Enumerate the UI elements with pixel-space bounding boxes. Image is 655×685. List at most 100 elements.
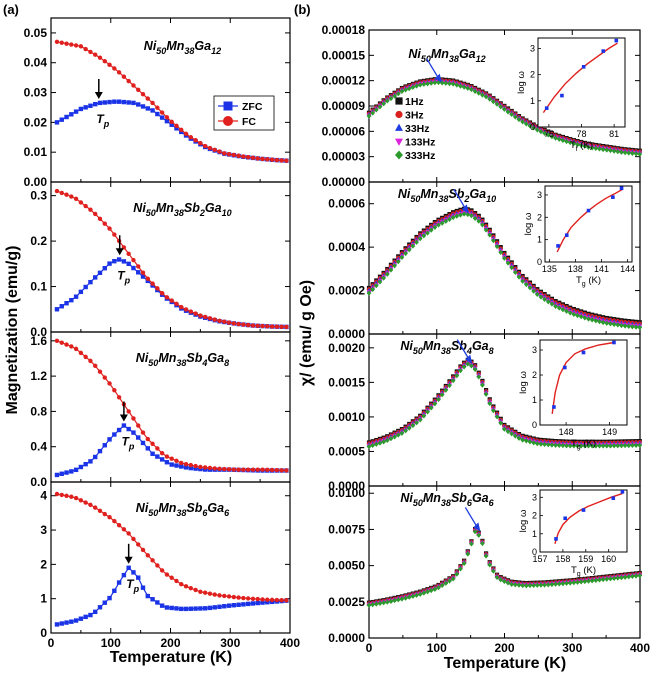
legend-marker-133Hz bbox=[395, 138, 403, 146]
a3-zfc-point bbox=[88, 459, 93, 464]
b2-333Hz-point bbox=[608, 321, 613, 327]
b4-333Hz-point bbox=[414, 592, 419, 598]
b2-inset-xtick-label: 138 bbox=[568, 264, 583, 274]
a4-fc-point bbox=[169, 575, 174, 580]
a3-fc-point bbox=[274, 467, 280, 473]
a3-ytick-label: 1.2 bbox=[30, 369, 47, 383]
b2-inset-point bbox=[556, 244, 560, 248]
b4-333Hz-point bbox=[458, 566, 463, 572]
b4-333Hz-point bbox=[633, 573, 639, 579]
a1-zfc-point bbox=[121, 99, 127, 105]
a1-fc-point bbox=[69, 42, 74, 47]
a3-fc-point bbox=[241, 467, 246, 472]
legend-label-fc: FC bbox=[242, 116, 256, 128]
b2-333Hz-point bbox=[549, 301, 555, 307]
a2-ytick-label: 0.1 bbox=[30, 280, 47, 294]
b3-inset-point bbox=[562, 365, 567, 370]
a4-fc-point bbox=[255, 596, 260, 602]
a3-zfc-point bbox=[150, 451, 155, 456]
b4-333Hz-point bbox=[421, 590, 427, 596]
a3-zfc-point bbox=[121, 423, 127, 428]
b2-333Hz-point bbox=[524, 281, 529, 288]
a4-zfc-point bbox=[150, 597, 155, 602]
b1-333Hz-point bbox=[381, 101, 386, 107]
b2-333Hz-point bbox=[553, 303, 558, 309]
a4-fc-point bbox=[155, 563, 160, 568]
b2-333Hz-point bbox=[483, 227, 489, 233]
b2-333Hz-point bbox=[443, 218, 449, 224]
a4-zfc-point bbox=[69, 619, 74, 624]
b2-333Hz-point bbox=[469, 212, 474, 219]
b1-333Hz-point bbox=[567, 139, 573, 146]
a3-zfc-point bbox=[179, 464, 184, 469]
a2-fc-point bbox=[183, 307, 189, 312]
a1-fc-point bbox=[274, 157, 280, 163]
b2-333Hz-point bbox=[366, 290, 372, 296]
a3-zfc-point bbox=[78, 464, 84, 470]
b4-333Hz-point bbox=[567, 580, 573, 586]
a3-title: Ni50​Mn38​Sb4​Ga8​ bbox=[136, 351, 229, 368]
a2-zfc-point bbox=[88, 279, 93, 285]
b1-inset-ytick-label: 3 bbox=[530, 43, 535, 53]
b2-333Hz-point bbox=[567, 310, 573, 316]
b2-333Hz-point bbox=[384, 271, 390, 277]
a2-zfc-point bbox=[59, 304, 64, 309]
a1-fc-point bbox=[88, 49, 93, 55]
a4-fc-point bbox=[174, 578, 179, 584]
b2-333Hz-point bbox=[381, 275, 386, 281]
a4-fc-point bbox=[112, 518, 117, 524]
b4-333Hz-point bbox=[608, 576, 613, 582]
a4-fc-point bbox=[121, 527, 127, 532]
a4-zfc-point bbox=[107, 595, 112, 601]
a2-fc-point bbox=[112, 232, 117, 237]
a4-fc-point bbox=[97, 508, 103, 514]
b1-333Hz-point bbox=[615, 149, 621, 155]
b4-333Hz-point bbox=[604, 576, 610, 582]
a1-fc-point bbox=[169, 119, 174, 125]
chart-a1: 0.00 0.01 0.02 0.03 0.04 0.05 Ni50​Mn38​Ga12​ T… bbox=[24, 17, 291, 189]
a3-fc-point bbox=[255, 467, 260, 472]
b3-333Hz-point bbox=[630, 442, 635, 449]
a4-fc-point bbox=[236, 595, 241, 600]
b2-inset-ylabel: log ω bbox=[523, 212, 534, 235]
b1-inset-xtick-label: 75 bbox=[544, 129, 554, 139]
a1-fc-point bbox=[260, 156, 265, 162]
b2-333Hz-point bbox=[439, 220, 445, 226]
a2-fc-point bbox=[250, 323, 256, 328]
a4-fc-point bbox=[217, 593, 222, 598]
a3-fc-point bbox=[126, 409, 131, 414]
a3-ytick-label: 0.8 bbox=[30, 404, 47, 418]
b1-333Hz-point bbox=[502, 106, 507, 112]
legend-marker-fc bbox=[223, 116, 233, 126]
b1-333Hz-point bbox=[406, 85, 412, 92]
a3-fc-point bbox=[265, 467, 270, 473]
b2-333Hz-point bbox=[589, 317, 595, 323]
a4-zfc-point bbox=[226, 603, 232, 608]
b4-333Hz-point bbox=[374, 601, 379, 607]
a4-zfc-point bbox=[222, 604, 227, 609]
a1-fc-point bbox=[107, 62, 112, 68]
a1-zfc-point bbox=[155, 111, 160, 117]
a2-zfc-point bbox=[140, 274, 146, 279]
b1-333Hz-point bbox=[487, 96, 493, 102]
b2-333Hz-point bbox=[538, 294, 544, 300]
a4-fc-point bbox=[279, 597, 284, 603]
b2-333Hz-point bbox=[520, 278, 525, 284]
b1-ytick-label: 0.00000 bbox=[322, 175, 366, 189]
b3-333Hz-point bbox=[553, 442, 558, 448]
a3-zfc-point bbox=[107, 437, 112, 442]
a2-zfc-point bbox=[145, 278, 150, 284]
a1-fc-point bbox=[116, 70, 122, 75]
b4-333Hz-point bbox=[597, 577, 602, 583]
b3-inset-point bbox=[552, 405, 556, 409]
a1-fc-point bbox=[193, 137, 198, 143]
a4-fc-point bbox=[226, 594, 232, 599]
b1-inset-point bbox=[614, 38, 619, 43]
a3-fc-point bbox=[193, 463, 198, 469]
b1-333Hz-point bbox=[498, 104, 504, 110]
b4-333Hz-point bbox=[436, 584, 441, 591]
a2-zfc-point bbox=[83, 284, 88, 290]
a2-fc-point bbox=[226, 320, 232, 325]
b4-inset-xtick-label: 158 bbox=[555, 554, 570, 564]
b2-333Hz-point bbox=[542, 296, 547, 302]
